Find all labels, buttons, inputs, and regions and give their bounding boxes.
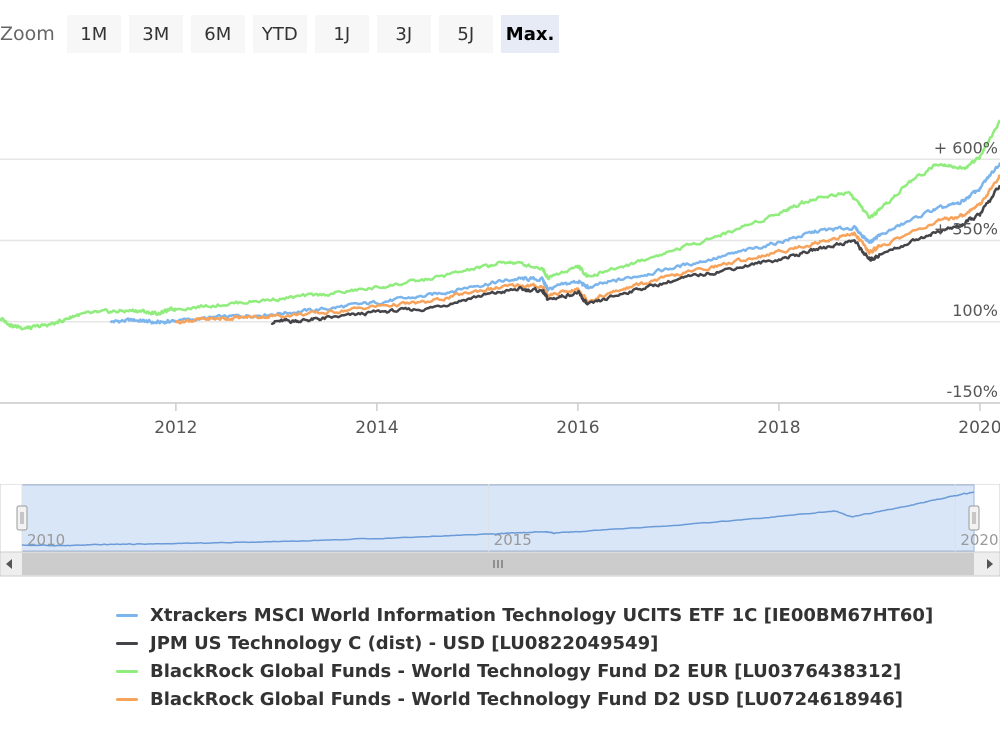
legend-swatch bbox=[116, 697, 138, 701]
zoom-button-1m[interactable]: 1M bbox=[66, 15, 121, 53]
x-tick-label: 2020 bbox=[958, 418, 1000, 438]
legend-swatch bbox=[116, 669, 138, 673]
scrollbar-grip-icon bbox=[493, 560, 503, 568]
zoom-button-3m[interactable]: 3M bbox=[128, 15, 183, 53]
legend-swatch bbox=[116, 613, 138, 617]
zoom-label: Zoom bbox=[0, 23, 55, 45]
series-line-3[interactable] bbox=[174, 174, 1000, 325]
plot-series bbox=[0, 119, 1000, 331]
legend-swatch bbox=[116, 641, 138, 645]
x-tick-label: 2012 bbox=[154, 418, 197, 438]
zoom-button-3j[interactable]: 3J bbox=[376, 15, 431, 53]
legend-item-blackrock-usd[interactable]: BlackRock Global Funds - World Technolog… bbox=[116, 685, 933, 713]
y-tick-label: + 600% bbox=[934, 138, 998, 157]
scroll-left-arrow-icon[interactable] bbox=[6, 559, 12, 569]
scroll-right-arrow-icon[interactable] bbox=[987, 559, 993, 569]
navigator-left-handle[interactable] bbox=[16, 505, 28, 531]
y-tick-labels: -150% 100% + 350% + 600% bbox=[934, 138, 998, 401]
legend-item-xtrackers[interactable]: Xtrackers MSCI World Information Technol… bbox=[116, 601, 933, 629]
zoom-button-5j[interactable]: 5J bbox=[438, 15, 493, 53]
x-tick-label: 2016 bbox=[556, 418, 599, 438]
x-tick-label: 2014 bbox=[355, 418, 398, 438]
main-chart[interactable]: -150%100%+ 350%+ 600% 2012 2014 2016 2018 20… bbox=[0, 60, 1000, 450]
x-ticks: 2012 2014 2016 2018 2020 bbox=[154, 403, 1000, 438]
legend-label: Xtrackers MSCI World Information Technol… bbox=[150, 604, 934, 626]
legend-item-blackrock-eur[interactable]: BlackRock Global Funds - World Technolog… bbox=[116, 657, 933, 685]
legend-label: BlackRock Global Funds - World Technolog… bbox=[150, 660, 902, 682]
legend-item-jpm[interactable]: JPM US Technology C (dist) - USD [LU0822… bbox=[116, 629, 933, 657]
zoom-button-max[interactable]: Max. bbox=[500, 15, 560, 53]
y-tick-label: + 350% bbox=[934, 220, 998, 239]
series-line-2[interactable] bbox=[0, 119, 1000, 331]
zoom-button-1j[interactable]: 1J bbox=[314, 15, 369, 53]
navigator-x-labels: 2010 2015 2020 bbox=[21, 484, 999, 552]
navigator-x-label: 2010 bbox=[27, 531, 65, 549]
navigator-series-line bbox=[21, 491, 975, 547]
navigator-right-handle[interactable] bbox=[968, 505, 980, 531]
x-tick-label: 2018 bbox=[757, 418, 800, 438]
legend-label: JPM US Technology C (dist) - USD [LU0822… bbox=[150, 632, 659, 654]
navigator-selection[interactable] bbox=[21, 484, 975, 552]
y-tick-label: 100% bbox=[952, 301, 998, 320]
navigator-x-label: 2015 bbox=[494, 531, 532, 549]
legend-label: BlackRock Global Funds - World Technolog… bbox=[150, 688, 904, 710]
series-line-1[interactable] bbox=[270, 184, 1000, 326]
scrollbar[interactable] bbox=[0, 551, 1000, 577]
legend: Xtrackers MSCI World Information Technol… bbox=[116, 601, 933, 713]
navigator-x-label: 2020 bbox=[960, 531, 998, 549]
zoom-button-ytd[interactable]: YTD bbox=[252, 15, 307, 53]
navigator[interactable]: 2010 2015 2020 bbox=[0, 484, 1000, 578]
zoom-button-6m[interactable]: 6M bbox=[190, 15, 245, 53]
y-tick-label: -150% bbox=[946, 382, 998, 401]
zoom-bar: Zoom 1M 3M 6M YTD 1J 3J 5J Max. bbox=[0, 14, 567, 54]
